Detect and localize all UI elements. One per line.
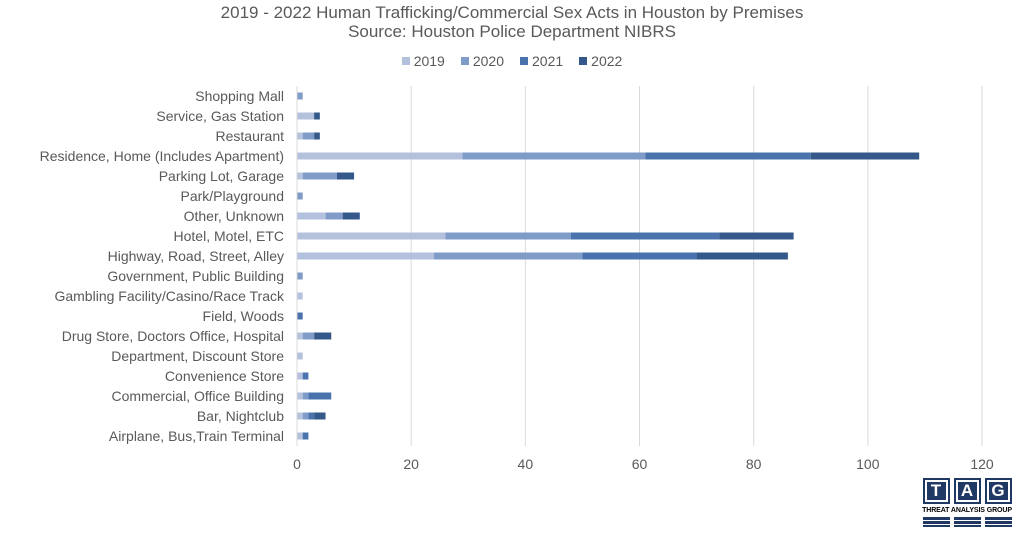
- bar-segment: [314, 412, 326, 420]
- bar-segment: [297, 152, 463, 160]
- category-label: Government, Public Building: [107, 268, 284, 284]
- category-label: Drug Store, Doctors Office, Hospital: [62, 328, 284, 344]
- bar-segment: [445, 232, 571, 240]
- bar-segment: [297, 252, 434, 260]
- x-tick-label: 40: [518, 456, 534, 472]
- bar-segment: [297, 112, 315, 120]
- x-tick-label: 20: [403, 456, 419, 472]
- legend-item: 2019: [401, 53, 445, 69]
- logo-letter-g: G: [984, 478, 1012, 504]
- category-label: Restaurant: [216, 128, 285, 144]
- x-tick-label: 120: [970, 456, 994, 472]
- category-label: Bar, Nightclub: [197, 408, 284, 424]
- bar-segment: [297, 212, 326, 220]
- bar-segment: [571, 232, 720, 240]
- category-label: Parking Lot, Garage: [159, 168, 285, 184]
- category-label: Gambling Facility/Casino/Race Track: [54, 288, 285, 304]
- bar-segment: [297, 432, 303, 440]
- bar-segment: [297, 192, 303, 200]
- legend-swatch: [460, 57, 469, 65]
- bar-segment: [336, 172, 355, 180]
- legend-label: 2022: [591, 53, 623, 69]
- x-tick-label: 0: [293, 456, 301, 472]
- bar-segment: [314, 332, 332, 340]
- chart-legend: 2019 2020 2021 2022: [0, 53, 1024, 69]
- category-label: Park/Playground: [180, 188, 284, 204]
- logo-bar: [984, 517, 1012, 527]
- bar-segment: [342, 212, 360, 220]
- bar-segment: [297, 392, 303, 400]
- category-label: Hotel, Motel, ETC: [174, 228, 284, 244]
- bar-segment: [810, 152, 920, 160]
- bar-segment: [302, 412, 309, 420]
- tag-logo: T A G THREAT ANALYSIS GROUP: [914, 478, 1020, 550]
- category-label: Highway, Road, Street, Alley: [108, 248, 284, 264]
- bar-segment: [297, 292, 303, 300]
- bar-segment: [302, 172, 337, 180]
- x-tick-label: 80: [746, 456, 762, 472]
- logo-name: THREAT ANALYSIS GROUP: [922, 507, 1012, 514]
- bar-segment: [434, 252, 583, 260]
- legend-item: 2020: [460, 53, 504, 69]
- logo-letter-t: T: [922, 478, 950, 504]
- bar-segment: [645, 152, 811, 160]
- bar-segment: [302, 392, 309, 400]
- legend-label: 2019: [413, 53, 445, 69]
- bar-segment: [297, 352, 303, 360]
- legend-swatch: [401, 57, 410, 65]
- category-label: Residence, Home (Includes Apartment): [40, 148, 284, 164]
- bar-segment: [719, 232, 794, 240]
- logo-bar: [922, 517, 950, 527]
- bar-segment: [696, 252, 788, 260]
- bar-segment: [297, 92, 303, 100]
- bar-segment: [314, 132, 320, 140]
- category-label: Airplane, Bus,Train Terminal: [109, 428, 284, 444]
- bar-segment: [314, 112, 320, 120]
- bar-segment: [308, 412, 315, 420]
- bar-segment: [297, 412, 303, 420]
- bar-segment: [302, 372, 309, 380]
- bar-segment: [308, 392, 332, 400]
- category-label: Service, Gas Station: [156, 108, 284, 124]
- bar-segment: [325, 212, 343, 220]
- legend-label: 2020: [472, 53, 504, 69]
- bar-segment: [302, 132, 315, 140]
- chart-subtitle: Source: Houston Police Department NIBRS: [348, 22, 676, 41]
- x-tick-label: 60: [632, 456, 648, 472]
- bar-segment: [297, 132, 303, 140]
- bar-segment: [462, 152, 646, 160]
- bar-segment: [297, 372, 303, 380]
- legend-swatch: [579, 57, 588, 65]
- bar-segment: [297, 172, 303, 180]
- category-label: Shopping Mall: [195, 88, 284, 104]
- category-label: Field, Woods: [203, 308, 284, 324]
- legend-item: 2022: [579, 53, 622, 69]
- logo-bar: [953, 517, 981, 527]
- bar-segment: [297, 312, 303, 320]
- bar-segment: [297, 332, 303, 340]
- bar-segment: [302, 432, 309, 440]
- bar-segment: [582, 252, 697, 260]
- category-label: Department, Discount Store: [111, 348, 284, 364]
- legend-swatch: [520, 57, 528, 65]
- logo-letter-a: A: [953, 478, 981, 504]
- x-tick-label: 100: [856, 456, 880, 472]
- chart-title: 2019 - 2022 Human Trafficking/Commercial…: [220, 3, 804, 22]
- legend-item: 2021: [520, 53, 563, 69]
- bar-segment: [297, 272, 303, 280]
- bar-segment: [302, 332, 315, 340]
- category-label: Commercial, Office Building: [112, 388, 284, 404]
- category-label: Convenience Store: [165, 368, 284, 384]
- legend-label: 2021: [532, 53, 564, 69]
- bar-segment: [297, 232, 446, 240]
- category-label: Other, Unknown: [184, 208, 284, 224]
